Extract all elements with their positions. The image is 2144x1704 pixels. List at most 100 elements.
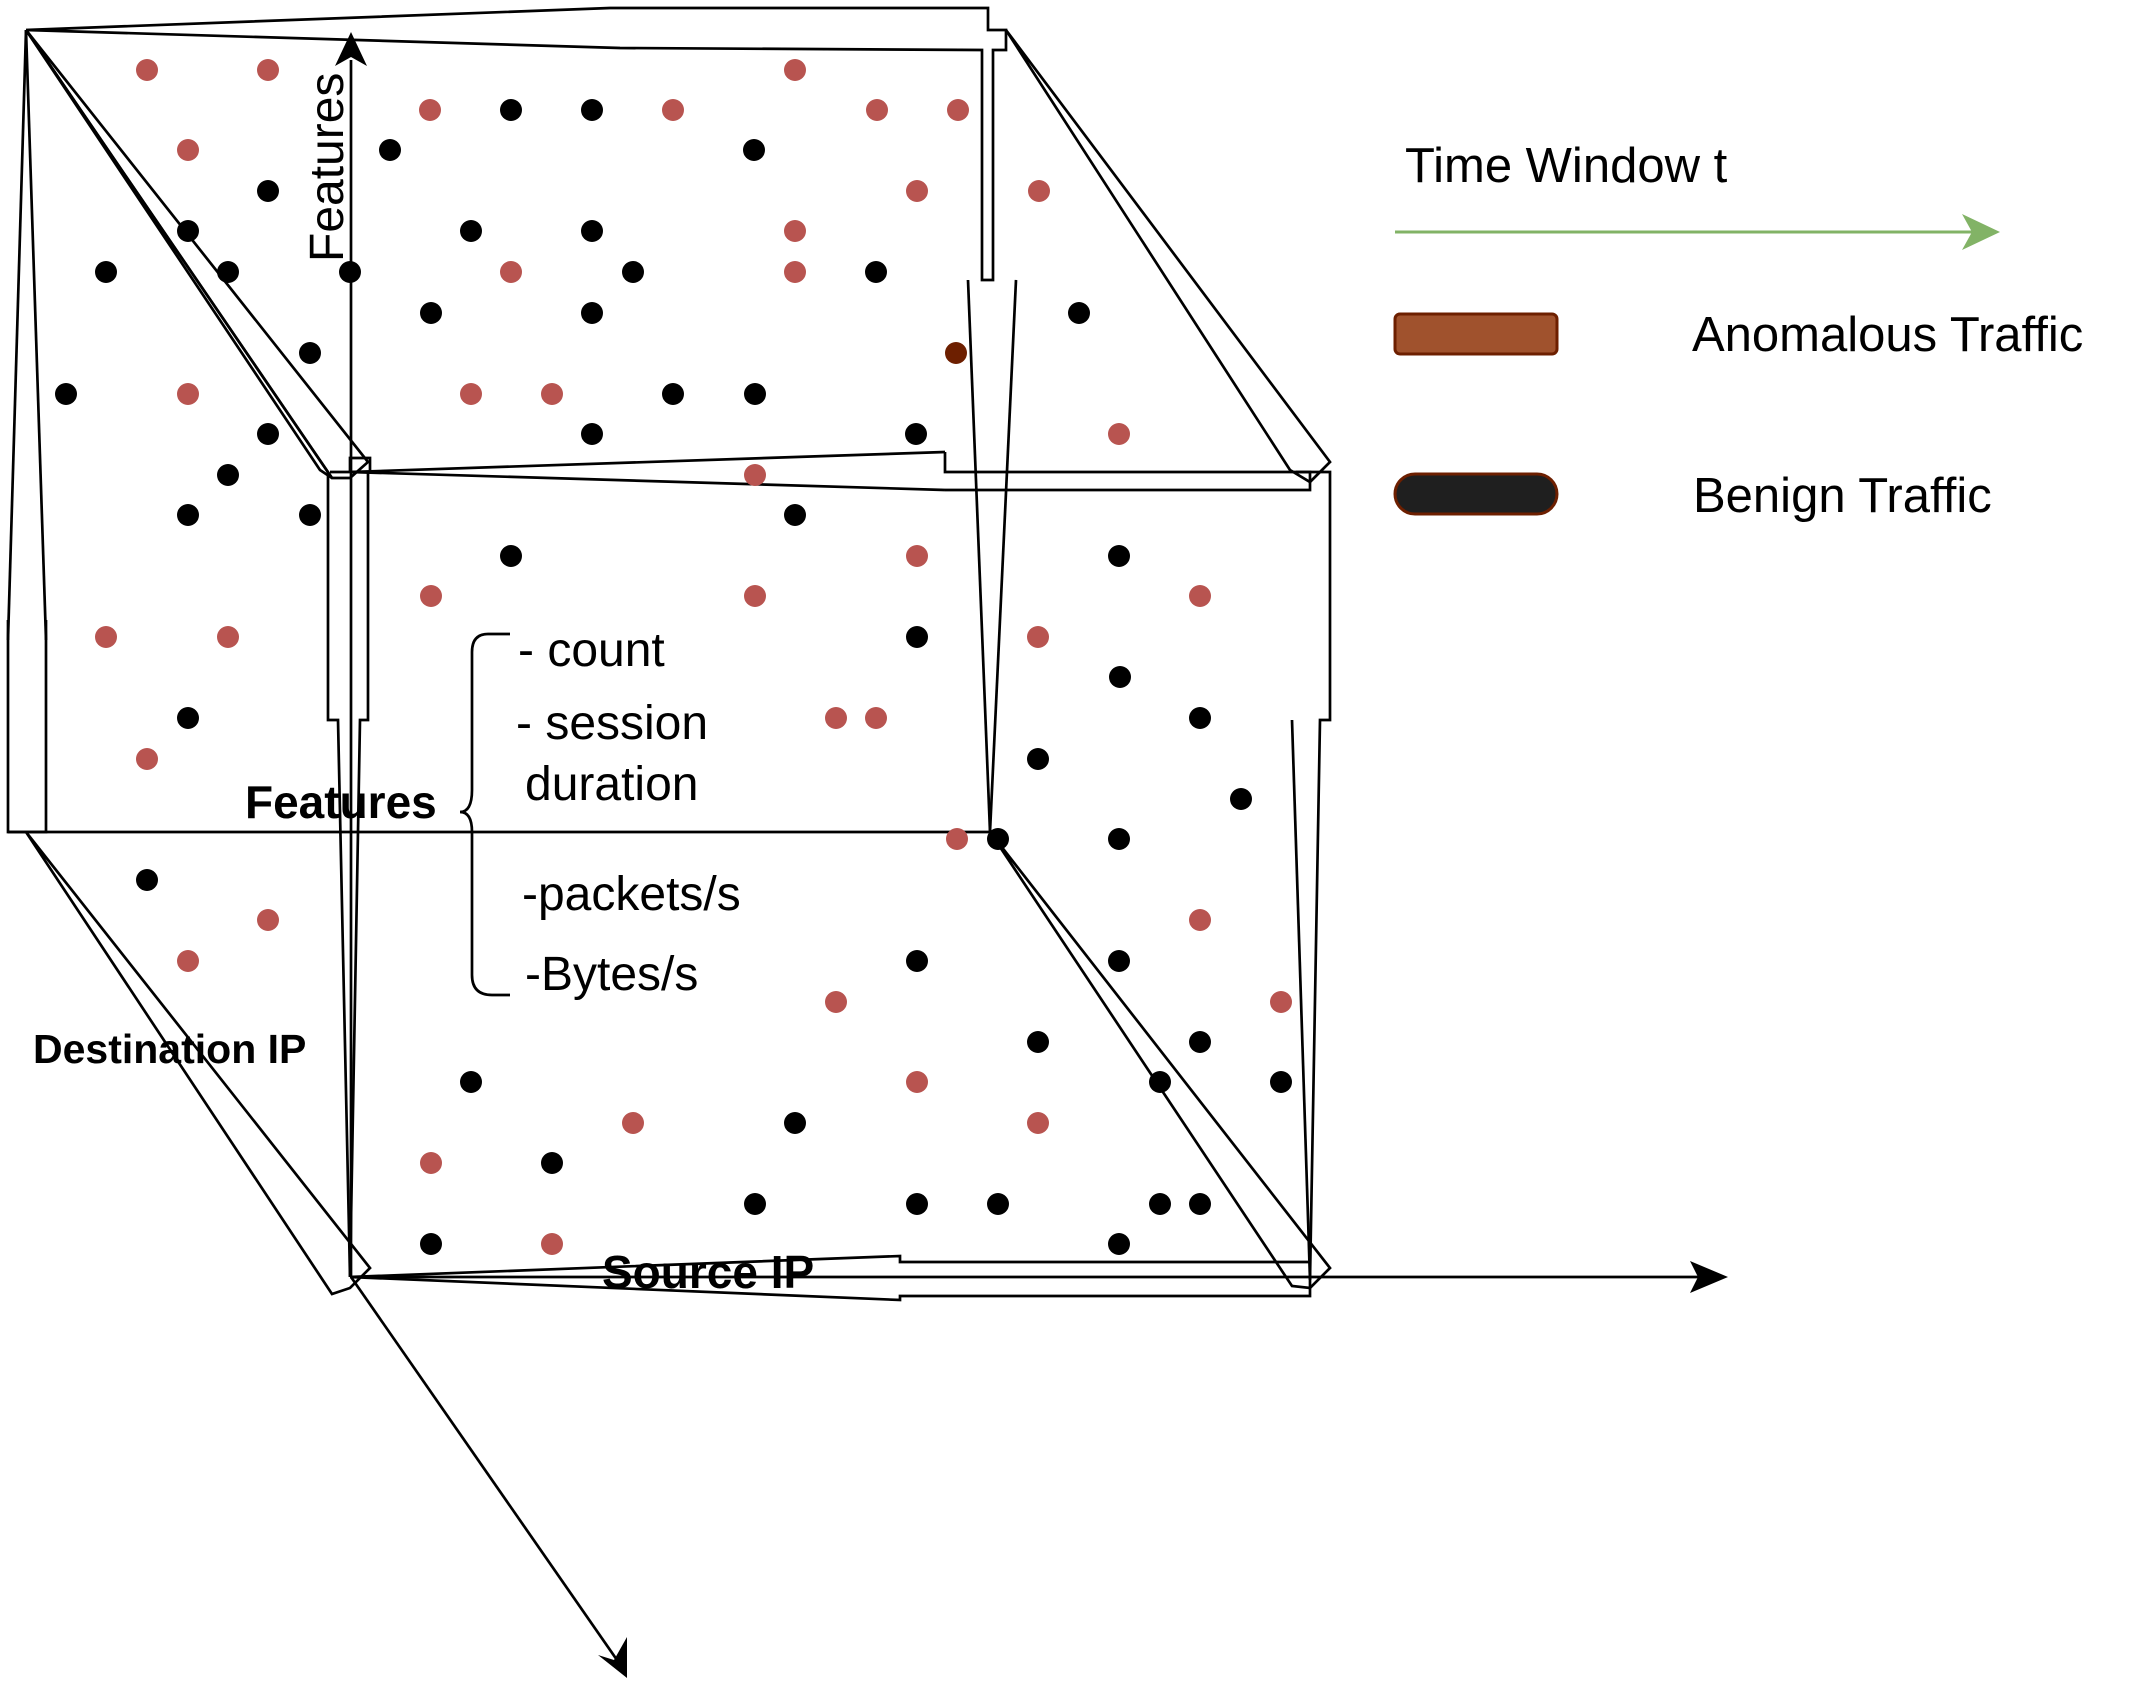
anomalous-traffic-point [136,59,158,81]
feature-packets-label: -packets/s [522,868,741,921]
benign-traffic-point [177,220,199,242]
anomalous-traffic-point [946,828,968,850]
anomalous-traffic-point [825,707,847,729]
source-ip-axis-arrowhead [1690,1261,1728,1293]
depth-edge-bottom-right [988,831,1332,1290]
benign-traffic-point [905,423,927,445]
anomalous-traffic-point [460,383,482,405]
time-window-arrowhead [1962,214,2000,250]
benign-traffic-point [1109,666,1131,688]
benign-traffic-point [622,261,644,283]
benign-traffic-point [1149,1071,1171,1093]
front-top-right [943,452,1312,492]
anomalous-traffic-point [541,1233,563,1255]
benign-traffic-point [460,220,482,242]
anomalous-traffic-point [622,1112,644,1134]
back-left-edge-b [24,29,48,641]
anomalous-traffic-point [177,383,199,405]
benign-traffic-point [906,950,928,972]
benign-traffic-point [217,464,239,486]
benign-traffic-point [1108,828,1130,850]
benign-traffic-point [906,1193,928,1215]
anomalous-traffic-point [420,585,442,607]
benign-traffic-point [1149,1193,1171,1215]
destination-ip-label: Destination IP [33,1026,306,1072]
features-axis-arrowhead [335,32,367,66]
anomalous-traffic-point [662,99,684,121]
benign-traffic-point [420,1233,442,1255]
back-left-edge-a [6,29,28,641]
anomalous-traffic-point [420,1152,442,1174]
features-axis-label: Features [301,73,354,262]
back-left-bottom [6,620,48,834]
front-right-edge-a [1296,470,1332,1281]
benign-traffic-point [744,383,766,405]
benign-traffic-point [217,261,239,283]
benign-traffic-point [581,423,603,445]
benign-traffic-point [987,1193,1009,1215]
anomalous-traffic-point [1027,1112,1049,1134]
destination-ip-axis-line [349,1276,619,1661]
benign-traffic-point [500,99,522,121]
anomalous-traffic-point [1108,423,1130,445]
depth-edge-bottom-left [24,831,372,1296]
anomalous-traffic-point [541,383,563,405]
anomalous-traffic-point [744,585,766,607]
anomalous-traffic-point [1028,180,1050,202]
anomalous-traffic-point [906,1071,928,1093]
benign-traffic-point [1027,748,1049,770]
back-right-edge-b [988,279,1018,833]
anomalous-traffic-point [865,707,887,729]
benign-traffic-point [299,342,321,364]
benign-traffic-point [581,302,603,324]
benign-traffic-point [1189,707,1211,729]
benign-traffic-point [257,180,279,202]
benign-traffic-point [865,261,887,283]
benign-traffic-point [500,545,522,567]
anomalous-label: Anomalous Traffic [1692,308,2083,362]
anomalous-traffic-point [419,99,441,121]
benign-traffic-point [95,261,117,283]
anomalous-traffic-point [906,545,928,567]
benign-traffic-point [177,707,199,729]
benign-traffic-point [136,869,158,891]
anomalous-traffic-point [1189,585,1211,607]
benign-traffic-point [177,504,199,526]
depth-edge-top-left-b [24,29,334,480]
anomalous-traffic-point [1270,991,1292,1013]
benign-traffic-point [1108,545,1130,567]
front-bottom-edge [349,1254,1312,1302]
anomalous-traffic-point [784,261,806,283]
feature-duration-label: duration [525,758,698,811]
anomalous-traffic-point [257,909,279,931]
anomalous-traffic-point [257,59,279,81]
destination-ip-axis-arrowhead [598,1637,627,1678]
anomalous-traffic-point [784,59,806,81]
traffic-points [55,59,1292,1255]
anomalous-traffic-point [500,261,522,283]
anomalous-traffic-point [945,342,967,364]
anomalous-traffic-point [906,180,928,202]
anomalous-traffic-point [947,99,969,121]
benign-label: Benign Traffic [1693,469,1992,523]
anomalous-traffic-point [217,626,239,648]
benign-traffic-point [1189,1031,1211,1053]
front-right-edge-b [1290,719,1312,1281]
benign-traffic-point [339,261,361,283]
benign-traffic-point [1068,302,1090,324]
benign-traffic-point [1108,1233,1130,1255]
benign-traffic-point [581,220,603,242]
benign-traffic-point [744,1193,766,1215]
anomalous-traffic-point [866,99,888,121]
anomalous-traffic-point [95,626,117,648]
benign-traffic-point [299,504,321,526]
front-left-edge-a [326,472,352,1278]
benign-traffic-point [420,302,442,324]
benign-traffic-point [257,423,279,445]
features-bold-label: Features [245,776,437,828]
front-left-edge-b [348,472,370,1278]
benign-traffic-point [662,383,684,405]
time-window-label: Time Window t [1405,139,1728,193]
anomalous-traffic-point [744,464,766,486]
source-ip-label: Source IP [602,1246,814,1298]
